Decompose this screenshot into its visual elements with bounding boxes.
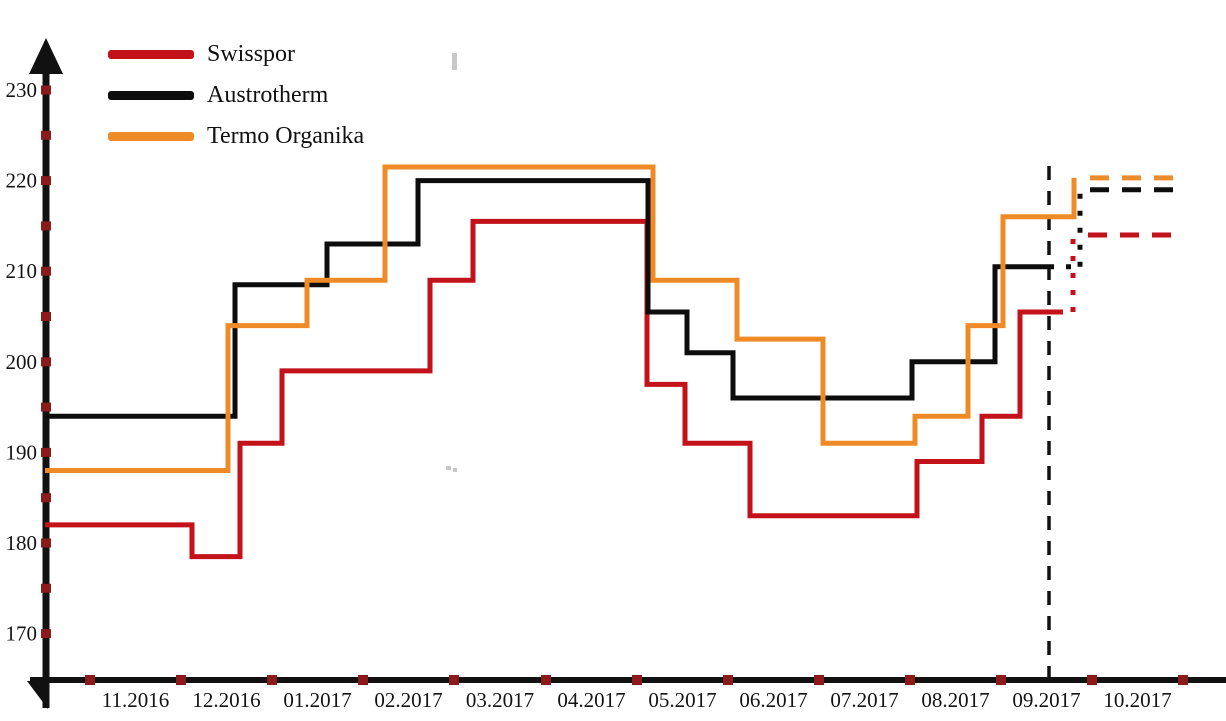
y-tick-marker [41,402,51,412]
x-tick-label: 03.2017 [466,688,534,712]
series-line-swisspor [45,218,1058,560]
y-tick-label: 170 [6,622,38,646]
x-tick-label: 10.2017 [1103,688,1171,712]
y-tick-marker [41,629,51,639]
legend-swatch-austrotherm [108,90,194,100]
legend-swatch-termo-organika [108,131,194,141]
x-tick-marker [449,675,459,685]
series-line-austrotherm [45,178,1049,419]
legend-item-swisspor: Swisspor [108,42,364,66]
x-tick-marker [632,675,642,685]
y-tick-marker [41,266,51,276]
y-tick-marker [41,312,51,321]
x-tick-label: 01.2017 [283,688,351,712]
x-tick-label: 04.2017 [557,688,625,712]
legend-item-austrotherm: Austrotherm [108,83,364,107]
y-tick-marker [41,357,51,367]
y-tick-label: 180 [6,531,38,555]
x-tick-marker [267,675,277,685]
legend-label-swisspor: Swisspor [207,41,296,67]
y-axis-arrow [29,38,63,74]
x-tick-marker [1178,675,1188,685]
x-tick-marker [1087,675,1097,685]
y-tick-marker [41,583,51,593]
y-tick-label: 210 [6,259,38,283]
legend-label-austrotherm: Austrotherm [207,82,329,108]
x-tick-label: 08.2017 [921,688,989,712]
legend-item-termo-organika: Termo Organika [108,124,364,148]
x-tick-marker [723,675,733,685]
origin-arrow [27,681,48,709]
x-tick-label: 06.2017 [739,688,807,712]
y-tick-marker [41,447,51,457]
legend: Swisspor Austrotherm Termo Organika [108,42,364,148]
x-tick-marker [85,675,95,685]
x-tick-label: 02.2017 [374,688,442,712]
y-tick-marker [41,221,51,231]
y-tick-label: 220 [6,169,38,193]
y-tick-marker [41,130,51,140]
y-tick-marker [41,85,51,95]
x-tick-marker [176,675,186,685]
legend-swatch-swisspor [108,49,194,59]
x-tick-marker [905,675,915,685]
x-tick-marker [996,675,1006,685]
scan-artifact [452,53,457,70]
y-tick-marker [41,538,51,548]
y-tick-label: 190 [6,440,38,464]
x-tick-label: 09.2017 [1012,688,1080,712]
y-tick-label: 230 [6,78,38,102]
x-tick-label: 05.2017 [648,688,716,712]
x-tick-label: 11.2016 [102,688,169,712]
y-tick-label: 200 [6,350,38,374]
x-tick-marker [814,675,824,685]
legend-label-termo-organika: Termo Organika [207,123,365,149]
x-tick-marker [358,675,368,685]
x-tick-label: 12.2016 [192,688,260,712]
x-tick-marker [541,675,551,685]
scan-artifact [446,466,451,470]
scan-artifact [453,468,457,472]
y-tick-marker [41,493,51,503]
y-tick-marker [41,176,51,186]
x-tick-label: 07.2017 [830,688,898,712]
series-line-termo-organika [45,164,1077,473]
